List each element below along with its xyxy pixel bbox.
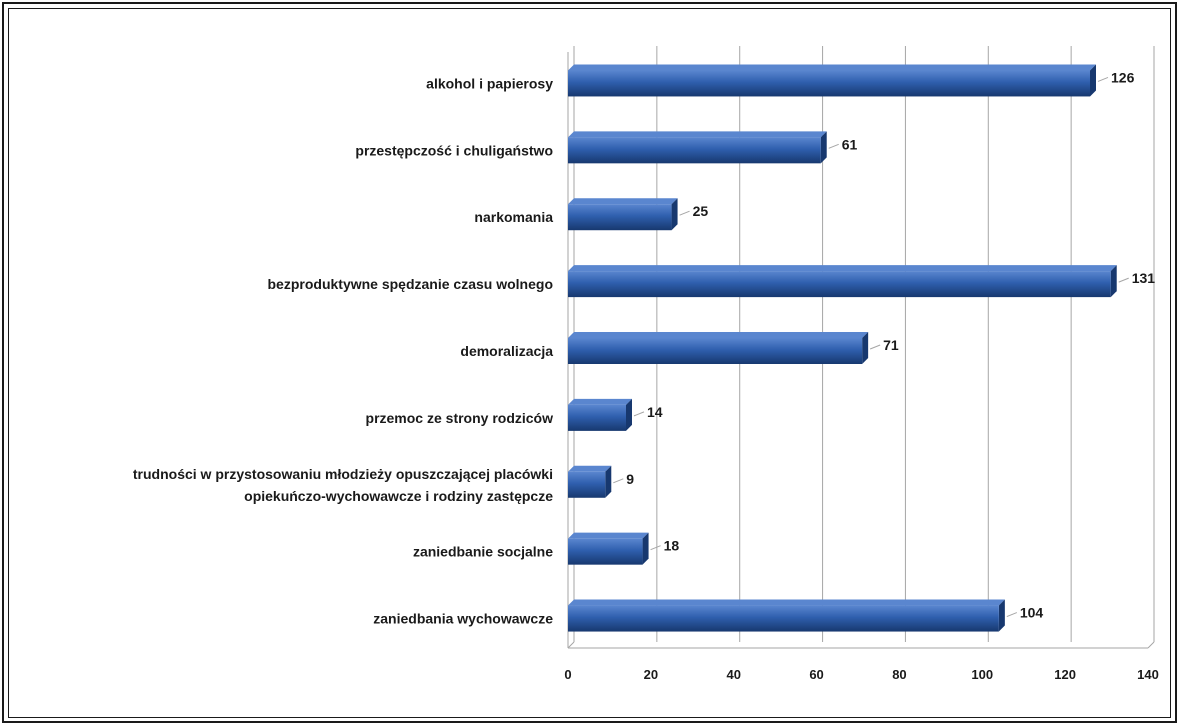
x-tick-label: 20 — [644, 667, 658, 682]
bar — [568, 471, 606, 498]
value-leader-line — [679, 210, 690, 216]
bar-side-face — [626, 398, 632, 431]
bar-top-face — [568, 131, 827, 138]
data-label: 9 — [626, 471, 634, 487]
data-label: 104 — [1020, 605, 1044, 621]
bar-side-face — [605, 465, 612, 498]
x-tick-label: 100 — [971, 667, 993, 682]
bar-side-face — [671, 198, 678, 231]
value-leader-line — [613, 478, 624, 484]
data-label: 18 — [664, 538, 680, 554]
category-label: demoralizacja — [460, 343, 553, 359]
category-label: alkohol i papierosy — [426, 75, 553, 91]
bar-top-face — [568, 198, 678, 205]
bar — [568, 404, 626, 431]
data-label: 14 — [647, 404, 663, 420]
data-label: 61 — [842, 136, 858, 152]
value-leader-line — [1006, 612, 1018, 618]
axis-depth-line — [567, 641, 575, 649]
category-label: przemoc ze strony rodziców — [366, 410, 554, 426]
x-tick-label: 60 — [809, 667, 823, 682]
axis-depth-line — [1147, 641, 1155, 649]
bar-side-face — [998, 599, 1005, 632]
bar-top-face — [568, 398, 632, 405]
bar-top-face — [568, 599, 1005, 606]
category-label: opiekuńczo-wychowawcze i rodziny zastępc… — [244, 488, 553, 504]
bar-side-face — [862, 332, 869, 364]
category-label: bezproduktywne spędzanie czasu wolnego — [268, 276, 554, 292]
category-label: trudności w przystosowaniu młodzieży opu… — [133, 466, 553, 482]
bar — [568, 70, 1090, 97]
value-leader-line — [869, 344, 881, 350]
category-label: zaniedbania wychowawcze — [373, 611, 553, 627]
x-tick-label: 80 — [892, 667, 906, 682]
bar-side-face — [642, 532, 649, 565]
bar — [568, 271, 1111, 298]
data-label: 126 — [1111, 69, 1135, 85]
x-tick-label: 140 — [1137, 667, 1159, 682]
value-leader-line — [828, 143, 839, 149]
x-tick-label: 120 — [1054, 667, 1076, 682]
x-tick-label: 0 — [564, 667, 571, 682]
value-leader-line — [1118, 277, 1129, 283]
data-label: 71 — [883, 337, 899, 353]
bar-top-face — [568, 332, 869, 338]
bar-side-face — [1110, 265, 1117, 298]
category-label: narkomania — [474, 209, 553, 225]
value-leader-line — [633, 411, 645, 417]
bar-top-face — [568, 532, 649, 539]
x-tick-label: 40 — [726, 667, 740, 682]
category-label: przestępczość i chuligaństwo — [355, 142, 553, 158]
bar — [568, 605, 999, 632]
inner-frame — [8, 8, 1171, 718]
data-label: 131 — [1132, 270, 1156, 286]
bar — [568, 538, 643, 565]
bar — [568, 137, 821, 164]
bar — [568, 338, 863, 364]
data-label: 25 — [693, 203, 709, 219]
category-label: zaniedbanie socjalne — [413, 544, 553, 560]
bar — [568, 204, 672, 231]
bar-top-face — [568, 265, 1117, 272]
bar-top-face — [568, 465, 612, 472]
bar-side-face — [1090, 64, 1096, 97]
bar-side-face — [820, 131, 827, 164]
value-leader-line — [1097, 76, 1109, 82]
bar-top-face — [568, 64, 1096, 71]
value-leader-line — [650, 545, 661, 551]
